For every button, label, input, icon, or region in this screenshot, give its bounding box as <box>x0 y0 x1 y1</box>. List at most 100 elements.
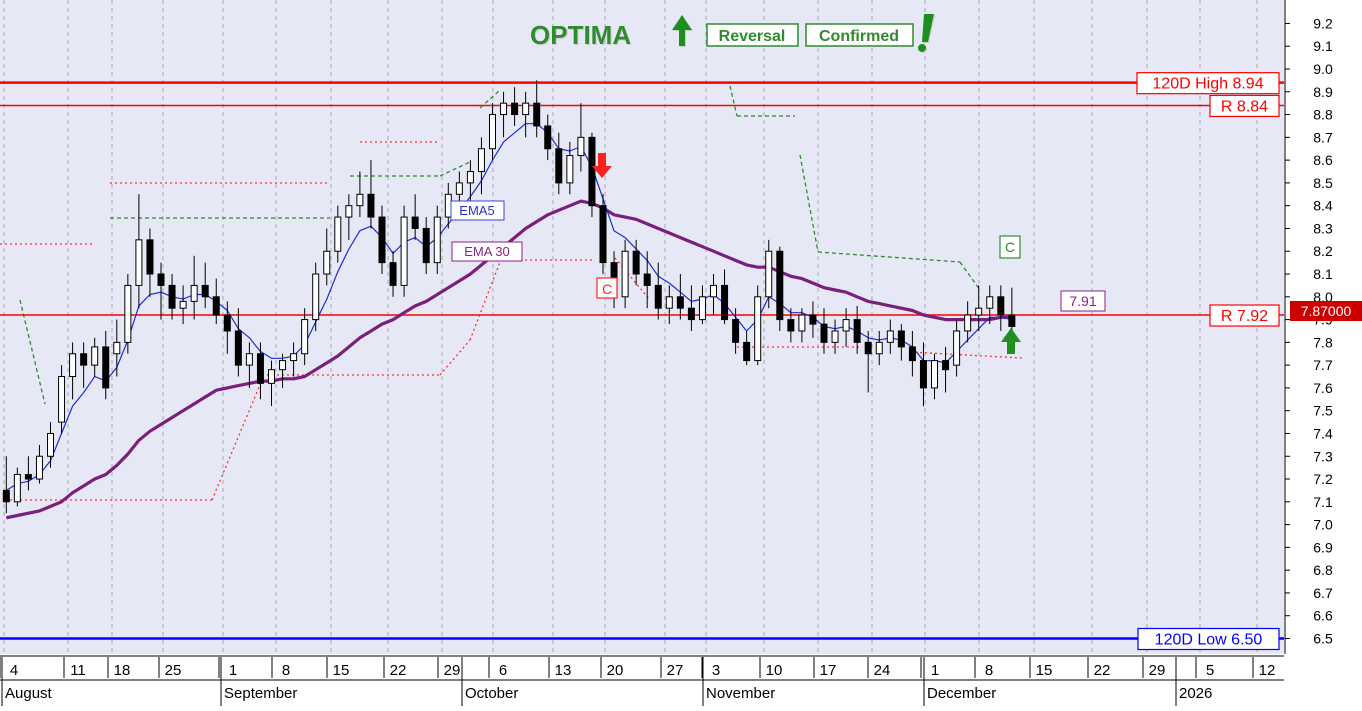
signal-c-red-box <box>596 277 618 299</box>
candle-down <box>201 284 209 298</box>
candle-down <box>599 205 607 264</box>
candle-up <box>975 307 983 316</box>
candle-down <box>555 148 563 184</box>
y-tick-label: 6.7 <box>1313 585 1333 601</box>
y-tick-label: 6.9 <box>1313 539 1333 555</box>
axis-background <box>1284 0 1362 706</box>
signal-c-green-box <box>999 235 1021 259</box>
candle-up <box>798 314 806 332</box>
down-arrow-icon <box>592 153 612 178</box>
candle-up <box>831 330 839 343</box>
candle-up <box>477 148 485 173</box>
month-label: August <box>5 685 53 702</box>
candle-up <box>986 296 994 309</box>
candle-down <box>776 250 784 321</box>
y-tick-label: 8.9 <box>1313 84 1333 100</box>
candle-up <box>875 341 883 355</box>
trailing-stop-green <box>799 154 819 253</box>
month-label: November <box>706 685 775 702</box>
candle-up <box>190 284 198 302</box>
candle-down <box>853 319 861 343</box>
candle-down <box>588 136 596 207</box>
trailing-stop-green <box>479 89 501 109</box>
trailing-stop-red <box>211 379 263 501</box>
candle-up <box>345 205 353 218</box>
candle-up <box>47 432 54 457</box>
x-tick-label: 17 <box>820 662 837 679</box>
y-tick-label: 9.1 <box>1313 38 1333 54</box>
candle-down <box>942 360 950 371</box>
x-tick-label: 22 <box>1094 662 1111 679</box>
ema30-label-box <box>451 241 523 262</box>
x-tick-label: 1 <box>229 662 237 679</box>
candle-up <box>577 136 585 157</box>
candle-up <box>323 250 331 275</box>
candle-down <box>787 319 795 332</box>
reversal-badge-box <box>706 23 799 47</box>
candle-down <box>80 353 88 366</box>
candle-up <box>279 360 287 371</box>
candle-down <box>389 262 397 286</box>
plot-background <box>0 0 1284 654</box>
candle-up <box>931 360 938 389</box>
candle-up <box>886 330 894 343</box>
candle-down <box>146 239 154 275</box>
candle-down <box>544 125 552 150</box>
candle-down <box>919 360 927 389</box>
trailing-stop-green <box>19 299 46 405</box>
reversal-badge: Reversal <box>719 28 786 45</box>
candle-down <box>511 102 519 116</box>
candle-up <box>964 314 972 332</box>
candle-up <box>135 239 143 286</box>
candle-down <box>643 273 651 286</box>
x-tick-label: 27 <box>667 662 684 679</box>
y-tick-label: 8.3 <box>1313 220 1333 236</box>
y-tick-label: 6.8 <box>1313 562 1333 578</box>
level-label-box <box>1209 304 1280 327</box>
x-tick-label: 25 <box>165 662 182 679</box>
last-price-tag-box <box>1290 301 1362 321</box>
y-tick-label: 8.2 <box>1313 243 1333 259</box>
y-tick-label: 7.5 <box>1313 403 1333 419</box>
x-tick-label: 29 <box>444 662 461 679</box>
x-tick-label: 4 <box>10 662 18 679</box>
x-tick-label: 13 <box>555 662 572 679</box>
candle-down <box>256 353 264 384</box>
candle-down <box>897 330 905 348</box>
candle-up <box>124 284 132 343</box>
signal-c-green: C <box>1005 239 1015 255</box>
candle-up <box>489 114 496 150</box>
candle-up <box>268 369 275 384</box>
month-label: 2026 <box>1179 685 1212 702</box>
y-tick-label: 8.5 <box>1313 175 1333 191</box>
candle-down <box>378 216 386 264</box>
y-tick-label: 7.4 <box>1313 425 1333 441</box>
candle-up <box>566 155 574 184</box>
confirmed-badge-box <box>805 23 914 47</box>
candle-down <box>234 330 242 366</box>
candle-down <box>157 273 165 286</box>
candle-up <box>179 300 187 309</box>
last-price-tag: 7.87000 <box>1301 303 1352 319</box>
candle-down <box>743 341 751 362</box>
candle-up <box>356 193 364 207</box>
ema5-label-box <box>450 200 505 221</box>
ema30-value: 7.91 <box>1069 293 1096 309</box>
x-tick-label: 3 <box>712 662 720 679</box>
trailing-stop-green <box>817 251 961 263</box>
y-tick-label: 7.2 <box>1313 471 1333 487</box>
candle-up <box>312 273 320 321</box>
trailing-stop-green <box>439 161 471 177</box>
candle-down <box>732 319 740 343</box>
candle-down <box>223 314 231 332</box>
up-arrow-icon <box>672 15 692 46</box>
month-label: December <box>927 685 996 702</box>
candle-down <box>411 216 419 229</box>
candle-up <box>710 284 717 298</box>
candle-up <box>842 319 850 332</box>
chart-title: OPTIMA <box>530 20 631 50</box>
ema30-value-box <box>1060 290 1106 312</box>
candle-up <box>665 296 673 309</box>
candle-up <box>400 216 408 286</box>
